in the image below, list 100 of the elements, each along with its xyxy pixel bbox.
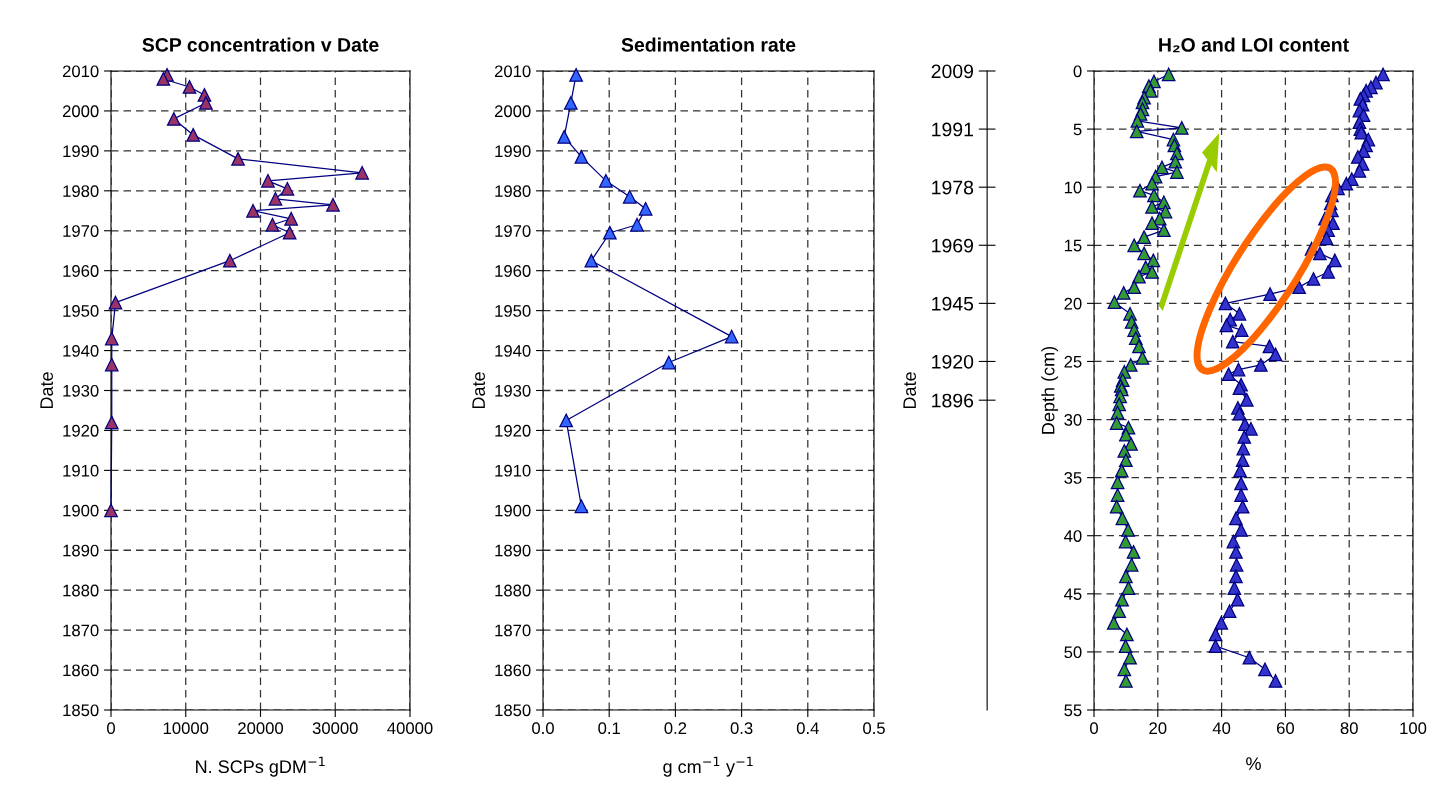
point [282,225,297,240]
x-tick-label: 0.5 [863,722,885,735]
y-tick-label: 35 [1064,472,1082,484]
y-tick-label: 1880 [495,584,531,597]
point [569,68,583,82]
point [557,130,572,144]
y-tick-label: 1950 [495,305,531,317]
y-tick-label: 2010 [494,65,531,78]
x-tick-label: 0.2 [664,722,687,735]
point [231,151,245,166]
point [638,201,653,216]
y-axis-title: Depth (cm) [1041,346,1059,434]
point [584,253,599,268]
y-tick-label: 5 [1073,123,1082,136]
x-tick-label: 0 [107,722,115,735]
y-tick-label: 1960 [495,265,531,277]
y-tick-label: 10 [1064,181,1082,194]
point [724,329,739,344]
x-axis-title: % [1246,757,1261,770]
x-tick-label: 80 [1340,722,1358,735]
y-tick-label: 1990 [495,145,531,158]
point [326,197,340,212]
y-tick-label: 1850 [63,704,99,717]
y-tick-label: 15 [1064,239,1082,252]
y-tick-label: 1920 [495,424,531,437]
y-tick-label: 1920 [63,424,99,437]
category-label: 1945 [932,296,974,311]
category-label: 2009 [931,64,974,79]
y-tick-label: 1880 [63,584,99,597]
x-tick-label: 60 [1276,722,1295,735]
point [261,173,275,188]
x-tick-label: 20000 [238,722,284,735]
point [630,217,644,232]
y-tick-label: 25 [1064,355,1082,368]
category-label: 1969 [932,238,974,253]
point [559,413,574,428]
x-tick-label: 40000 [387,722,433,735]
point [222,253,237,268]
chart-title: H₂O and LOI content [1159,37,1349,53]
y-tick-label: 1910 [495,464,531,477]
y-tick-label: 1870 [63,624,99,637]
point [280,181,295,196]
point [246,203,260,218]
category-label: 1896 [932,393,974,408]
point [602,225,617,240]
x-tick-label: 0.4 [796,722,819,735]
point [355,165,370,180]
y-tick-label: 1900 [63,504,99,517]
point [108,295,123,310]
y-tick-label: 1940 [63,344,99,357]
chart-title: SCP concentration v Date [142,37,379,52]
point [563,96,578,110]
x-tick-label: 10000 [163,722,209,735]
point [661,355,676,370]
y-axis-title: Date [40,372,53,409]
y-tick-label: 2010 [62,65,99,78]
x-tick-label: 100 [1400,722,1427,735]
y-tick-label: 20 [1064,297,1082,310]
point [574,149,589,164]
y-tick-label: 1990 [63,145,99,158]
y-tick-label: 50 [1064,646,1082,659]
y-tick-label: 1930 [495,384,531,397]
y-tick-label: 1970 [495,225,531,237]
point [622,189,637,204]
point [186,128,201,142]
point [268,191,283,206]
x-tick-label: 40 [1212,722,1231,735]
point [104,357,119,372]
y-tick-label: 1980 [495,185,531,198]
y2-axis-title: Date [903,372,917,409]
y-tick-label: 1890 [63,544,99,557]
point [574,499,589,514]
y-tick-label: 1850 [495,704,531,717]
y-tick-label: 1910 [63,464,99,477]
y-tick-label: 1900 [495,504,531,517]
chart-title: Sedimentation rate [621,37,796,52]
y-axis-title: Date [472,372,485,409]
category-label: 1991 [932,122,973,137]
point [104,503,118,518]
y-tick-label: 40 [1064,530,1082,542]
point [104,415,119,430]
point [156,72,171,86]
y-tick-label: 1970 [63,225,99,237]
point [104,331,119,346]
x-axis-title: N. SCPs gDM$^{−1}$ [196,756,325,777]
y-tick-label: 1940 [495,344,531,357]
category-label: 1978 [932,180,974,195]
x-tick-label: 0 [1090,722,1098,735]
category-label: 1920 [932,354,974,369]
x-tick-label: 30000 [312,722,358,735]
y-tick-label: 1870 [495,624,531,637]
x-tick-label: 0.0 [532,722,554,735]
y-tick-label: 30 [1064,413,1082,426]
point [284,211,299,226]
y-tick-label: 1950 [63,305,99,317]
y-tick-label: 45 [1064,588,1082,601]
point [199,96,213,110]
y-tick-label: 1960 [63,265,99,277]
x-tick-label: 20 [1149,722,1167,735]
y-tick-label: 55 [1064,704,1082,717]
